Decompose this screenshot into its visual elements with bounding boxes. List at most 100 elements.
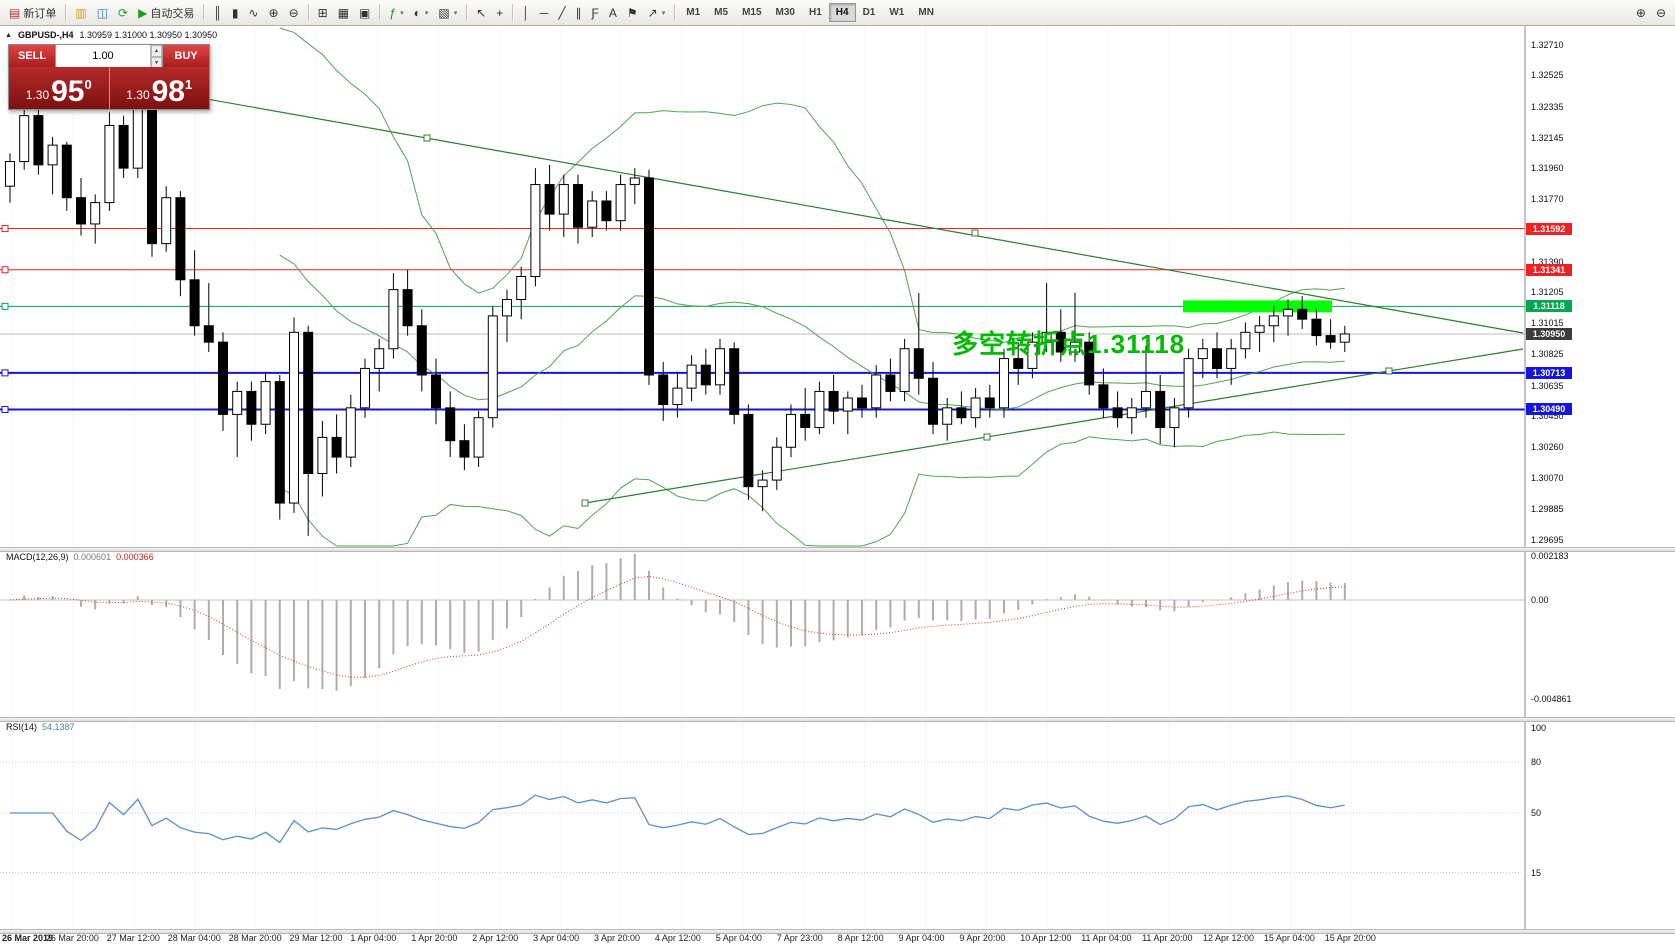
buy-button[interactable]: BUY (163, 45, 209, 67)
buy-price-display[interactable]: 1.30 98 1 (108, 67, 209, 109)
trendline-handle[interactable] (1385, 367, 1393, 375)
candle (161, 197, 172, 245)
refresh-icon[interactable]: ⟳ (113, 4, 133, 22)
cascade-windows-icon: ▣ (359, 5, 371, 20)
candle (374, 348, 385, 369)
candle (317, 436, 328, 475)
crosshair-icon: + (496, 5, 504, 20)
candle (1226, 348, 1237, 369)
auto-trading-button[interactable]: ▶ 自动交易 (133, 2, 199, 24)
collapse-one-click-icon[interactable]: ▲ (5, 31, 12, 39)
trendline-handle[interactable] (983, 433, 991, 441)
vertical-line-icon: │ (522, 5, 530, 20)
timeframe-button-m1[interactable]: M1 (686, 7, 701, 18)
zoom-in-alt-icon[interactable]: ⊕ (1631, 4, 1651, 22)
zoom-out-icon[interactable]: ⊖ (284, 4, 304, 22)
candle (913, 348, 924, 379)
templates-button[interactable]: ▧ ▾ (433, 4, 462, 22)
trendline-handle[interactable] (423, 134, 431, 142)
bar-chart-icon[interactable]: ║ (208, 4, 227, 22)
timeframe-button-m30[interactable]: M30 (775, 7, 795, 18)
ohlc-readout: 1.30959 1.31000 1.30950 1.30950 (79, 30, 218, 40)
timeframe-button-m5[interactable]: M5 (714, 7, 729, 18)
vertical-line-icon[interactable]: │ (517, 4, 535, 22)
candle (1197, 348, 1208, 360)
timeframe-button-m15[interactable]: M15 (742, 7, 762, 18)
sell-price-display[interactable]: 1.30 95 0 (9, 67, 109, 109)
new-order-button[interactable]: ▤ 新订单 (4, 2, 61, 24)
chevron-down-icon[interactable]: ▾ (661, 9, 666, 17)
line-handle[interactable] (1, 266, 9, 274)
candle (970, 397, 981, 419)
trendline-icon[interactable]: ╱ (553, 4, 570, 22)
candle (1027, 341, 1038, 369)
chevron-down-icon[interactable]: ▾ (453, 9, 458, 17)
line-handle[interactable] (1, 225, 9, 233)
cursor-icon[interactable]: ↖ (471, 4, 491, 22)
rsi-value: 54.1387 (42, 722, 75, 732)
equidistant-channel-icon[interactable]: ∥ (571, 4, 587, 22)
charts-window-icon[interactable]: ◫ (92, 4, 113, 22)
chevron-down-icon[interactable]: ▾ (400, 9, 404, 17)
indicators-button[interactable]: ƒ ▾ (384, 4, 408, 22)
periods-button[interactable]: ◐ ▾ (409, 4, 434, 22)
text-label-icon[interactable]: ⚑ (622, 4, 643, 22)
cascade-windows-icon[interactable]: ▣ (354, 4, 375, 22)
chevron-down-icon[interactable]: ▾ (424, 9, 429, 17)
bollinger-lower-band (279, 431, 1345, 547)
current-price-badge: 1.30950 (1526, 327, 1572, 340)
trendline-handle[interactable] (581, 499, 589, 507)
new-chart-icon[interactable]: ⊞ (313, 4, 333, 22)
price-axis-tick: 1.30825 (1531, 349, 1564, 360)
trendline-handle[interactable] (971, 229, 979, 237)
pane-divider-rsi[interactable] (0, 717, 1675, 722)
highlight-rectangle-object[interactable] (1183, 300, 1332, 313)
fibonacci-icon[interactable]: Ƒ (587, 4, 604, 22)
text-icon[interactable]: A (604, 4, 622, 22)
crosshair-icon[interactable]: + (491, 4, 508, 22)
timeframe-button-h4[interactable]: H4 (828, 3, 856, 22)
candlestick-chart-icon[interactable]: ▮ (227, 4, 244, 22)
candle (1013, 358, 1024, 369)
toolbar-group-5: ↖ + (471, 4, 508, 22)
candle (274, 381, 285, 504)
candle (118, 124, 129, 169)
candle (232, 390, 243, 415)
candle (942, 407, 953, 425)
candle (800, 413, 811, 429)
volume-input[interactable] (56, 45, 150, 67)
line-handle[interactable] (1, 405, 9, 413)
candle (700, 364, 711, 386)
candle (1268, 315, 1279, 327)
time-axis-label: 27 Mar 12:00 (106, 933, 160, 943)
sell-button[interactable]: SELL (9, 45, 55, 67)
price-axis-tick: 1.30450 (1531, 411, 1564, 422)
line-handle[interactable] (1, 369, 9, 377)
timeframe-button-w1[interactable]: W1 (889, 7, 905, 18)
candle (1070, 341, 1080, 353)
sell-price-main: 95 (51, 75, 85, 108)
line-handle[interactable] (1, 302, 9, 310)
price-axis-tick: 1.31205 (1531, 287, 1564, 298)
volume-increase-button[interactable]: ▲ (150, 45, 162, 57)
arrows-button[interactable]: ↗ ▾ (643, 4, 671, 22)
zoom-in-icon[interactable]: ⊕ (264, 4, 284, 22)
tile-windows-icon[interactable]: ▦ (333, 4, 354, 22)
chart-annotation-text[interactable]: 多空转折点1.31118 (952, 329, 1186, 359)
timeframe-button-h1[interactable]: H1 (808, 7, 822, 18)
trendline-object-0[interactable] (54, 71, 1524, 334)
profiles-icon[interactable]: ▥ (70, 4, 91, 22)
equidistant-channel-icon: ∥ (575, 5, 582, 20)
candle (573, 184, 583, 228)
price-axis-tick: 1.31390 (1531, 256, 1564, 267)
timeframe-button-d1[interactable]: D1 (862, 7, 876, 18)
horizontal-line-icon[interactable]: ─ (535, 4, 554, 22)
time-axis-label: 8 Apr 12:00 (837, 933, 884, 943)
pane-divider-macd[interactable] (0, 547, 1675, 552)
line-chart-icon[interactable]: ∿ (243, 4, 263, 22)
zoom-out-alt-icon[interactable]: ⊖ (1651, 4, 1671, 22)
candle (999, 358, 1009, 409)
trendline-object-1[interactable] (584, 348, 1524, 504)
timeframe-button-mn[interactable]: MN (918, 7, 934, 18)
